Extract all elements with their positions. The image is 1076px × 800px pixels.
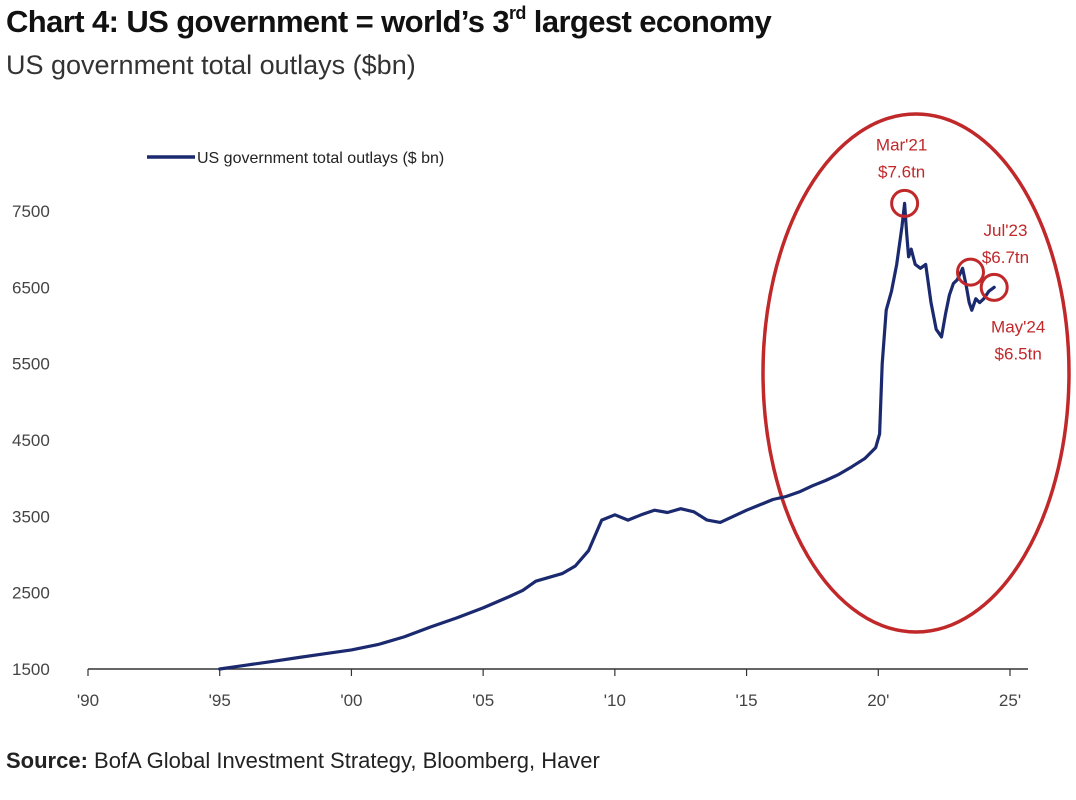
annotation-circle bbox=[979, 272, 1009, 302]
annotation-label-date: May'24 bbox=[991, 317, 1045, 336]
line-chart: 1500 2500 3500 4500 5500 6500 7500 '90 '95 '00 '0… bbox=[12, 112, 1071, 710]
chart-title: Chart 4: US government = world’s 3rd lar… bbox=[6, 2, 772, 39]
y-tick-label: 5500 bbox=[12, 355, 50, 374]
x-tick-label: '10 bbox=[604, 691, 626, 710]
y-tick-label: 3500 bbox=[12, 507, 50, 526]
series-line bbox=[218, 201, 996, 671]
highlight-ellipse bbox=[761, 112, 1071, 634]
x-tick-label: 25' bbox=[999, 691, 1021, 710]
chart-subtitle: US government total outlays ($bn) bbox=[6, 50, 416, 80]
y-tick-label: 7500 bbox=[12, 202, 50, 221]
y-tick-label: 4500 bbox=[12, 431, 50, 450]
y-tick-label: 6500 bbox=[12, 278, 50, 297]
x-tick-label: '95 bbox=[209, 691, 231, 710]
annotation-label-date: Jul'23 bbox=[984, 221, 1028, 240]
annotation-circle bbox=[955, 257, 985, 287]
x-tick-label: '90 bbox=[77, 691, 99, 710]
annotation-circle bbox=[890, 188, 920, 218]
annotation-label-value: $6.5tn bbox=[995, 344, 1042, 363]
series-layer bbox=[218, 201, 996, 671]
y-axis-ticks: 1500 2500 3500 4500 5500 6500 7500 bbox=[12, 202, 50, 679]
y-tick-label: 1500 bbox=[12, 660, 50, 679]
x-tick-label: '15 bbox=[735, 691, 757, 710]
x-axis-ticks: '90 '95 '00 '05 '10 '15 20' 25' bbox=[77, 669, 1021, 710]
highlight-ellipse-layer bbox=[761, 112, 1071, 634]
x-tick-label: '05 bbox=[472, 691, 494, 710]
x-tick-label: 20' bbox=[867, 691, 889, 710]
annotation-label-date: Mar'21 bbox=[876, 135, 927, 154]
legend: US government total outlays ($ bn) bbox=[147, 150, 444, 167]
annotation-label-value: $7.6tn bbox=[878, 162, 925, 181]
y-tick-label: 2500 bbox=[12, 584, 50, 603]
annotation-label-value: $6.7tn bbox=[982, 248, 1029, 267]
legend-label: US government total outlays ($ bn) bbox=[197, 150, 444, 167]
x-tick-label: '00 bbox=[340, 691, 362, 710]
source-note: Source: BofA Global Investment Strategy,… bbox=[6, 748, 600, 773]
annotation-layer: Mar'21 $7.6tn Jul'23 $6.7tn May'24 $6.5tn bbox=[876, 135, 1045, 363]
